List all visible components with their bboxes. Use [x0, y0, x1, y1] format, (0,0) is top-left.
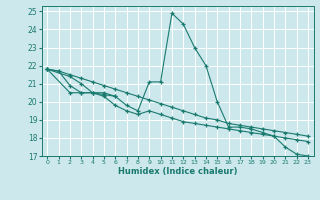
- X-axis label: Humidex (Indice chaleur): Humidex (Indice chaleur): [118, 167, 237, 176]
